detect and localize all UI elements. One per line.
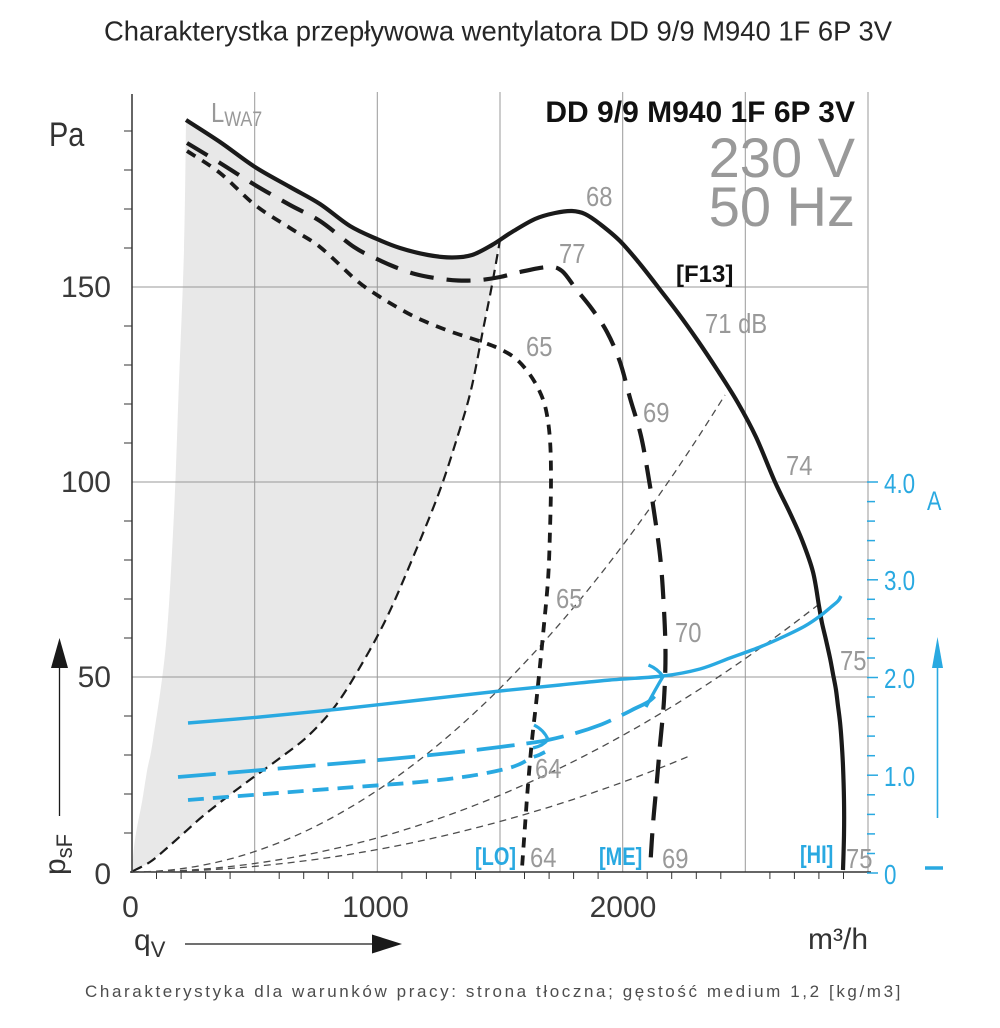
svg-text:DD 9/9 M940 1F 6P 3V: DD 9/9 M940 1F 6P 3V: [545, 96, 855, 129]
svg-text:100: 100: [61, 466, 111, 499]
svg-text:50 Hz: 50 Hz: [709, 175, 855, 238]
svg-text:68: 68: [586, 180, 612, 212]
svg-text:A: A: [927, 487, 942, 517]
svg-text:77: 77: [559, 237, 585, 269]
svg-text:2000: 2000: [590, 891, 657, 924]
svg-text:[LO]: [LO]: [475, 843, 516, 871]
svg-text:50: 50: [78, 661, 111, 694]
svg-text:0: 0: [884, 860, 896, 891]
svg-text:0: 0: [94, 858, 111, 891]
svg-text:2.0: 2.0: [884, 664, 915, 695]
svg-text:64: 64: [530, 841, 556, 873]
svg-text:65: 65: [556, 582, 582, 614]
svg-text:230 V: 230 V: [709, 126, 856, 189]
svg-text:65: 65: [526, 330, 552, 362]
svg-text:0: 0: [122, 891, 139, 924]
svg-text:75: 75: [840, 644, 866, 676]
svg-text:69: 69: [643, 396, 669, 428]
svg-text:75: 75: [846, 842, 872, 874]
svg-text:150: 150: [61, 271, 111, 304]
svg-text:69: 69: [662, 842, 688, 874]
svg-text:[HI]: [HI]: [800, 841, 833, 869]
svg-text:[ME]: [ME]: [599, 843, 642, 871]
svg-text:3.0: 3.0: [884, 566, 915, 597]
svg-text:Pa: Pa: [49, 115, 85, 154]
svg-text:74: 74: [786, 449, 812, 481]
svg-text:64: 64: [535, 752, 561, 784]
svg-text:70: 70: [675, 616, 701, 648]
svg-text:[F13]: [F13]: [676, 261, 733, 288]
svg-text:1000: 1000: [342, 891, 409, 924]
svg-text:4.0: 4.0: [884, 469, 915, 500]
svg-text:71 dB: 71 dB: [705, 307, 767, 339]
svg-text:1.0: 1.0: [884, 762, 915, 793]
svg-text:Charakterystyka dla warunków p: Charakterystyka dla warunków pracy: stro…: [85, 982, 903, 1001]
svg-text:Charakterystka przepływowa wen: Charakterystka przepływowa wentylatora D…: [104, 16, 893, 47]
svg-text:m³/h: m³/h: [808, 923, 868, 956]
